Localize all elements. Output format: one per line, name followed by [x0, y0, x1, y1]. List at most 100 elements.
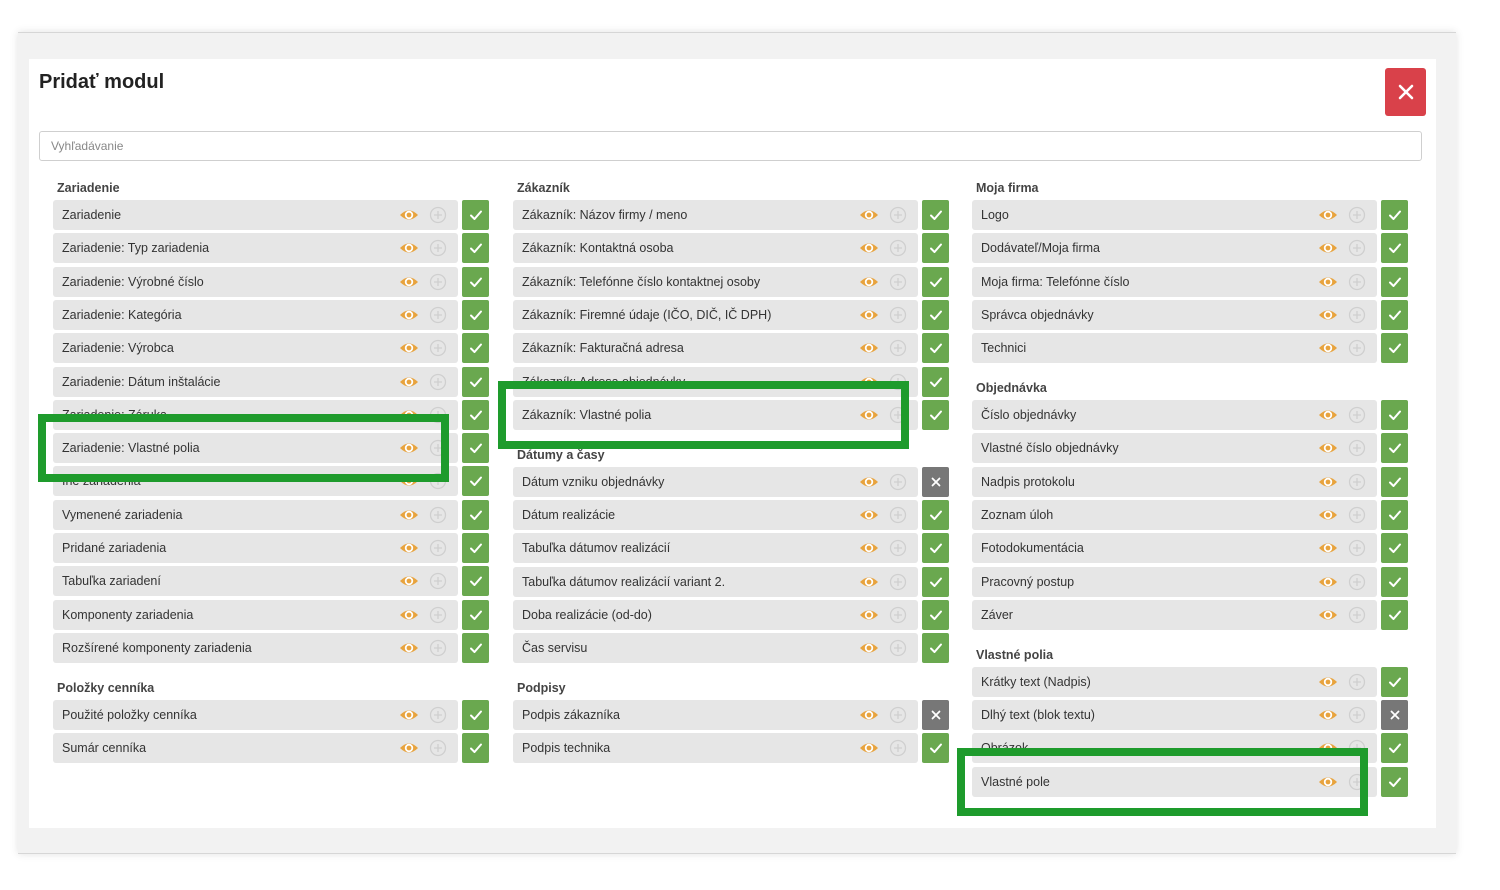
plus-circle-icon[interactable] [429, 739, 447, 757]
enabled-toggle[interactable] [1381, 333, 1408, 364]
module-row[interactable]: Zákazník: Vlastné polia [513, 399, 953, 430]
eye-icon[interactable] [859, 506, 879, 524]
enabled-toggle[interactable] [922, 399, 949, 430]
plus-circle-icon[interactable] [429, 539, 447, 557]
module-row[interactable]: Zoznam úloh [972, 499, 1412, 530]
module-row[interactable]: Zákazník: Názov firmy / meno [513, 200, 953, 230]
enabled-toggle[interactable] [462, 299, 489, 330]
disabled-toggle[interactable] [1381, 699, 1408, 730]
module-row[interactable]: Doba realizácie (od-do) [513, 599, 953, 630]
module-row[interactable]: Použité položky cenníka [53, 699, 493, 730]
eye-icon[interactable] [1318, 273, 1338, 291]
module-row[interactable]: Dodávateľ/Moja firma [972, 233, 1412, 264]
enabled-toggle[interactable] [922, 299, 949, 330]
enabled-toggle[interactable] [1381, 533, 1408, 564]
module-row[interactable]: Vlastné číslo objednávky [972, 433, 1412, 464]
eye-icon[interactable] [399, 206, 419, 224]
module-row[interactable]: Moja firma: Telefónne číslo [972, 266, 1412, 297]
eye-icon[interactable] [859, 306, 879, 324]
plus-circle-icon[interactable] [1348, 273, 1366, 291]
enabled-toggle[interactable] [922, 733, 949, 764]
plus-circle-icon[interactable] [1348, 439, 1366, 457]
plus-circle-icon[interactable] [429, 572, 447, 590]
enabled-toggle[interactable] [1381, 733, 1408, 764]
eye-icon[interactable] [1318, 406, 1338, 424]
plus-circle-icon[interactable] [1348, 506, 1366, 524]
eye-icon[interactable] [1318, 473, 1338, 491]
enabled-toggle[interactable] [462, 366, 489, 397]
enabled-toggle[interactable] [1381, 766, 1408, 797]
module-row[interactable]: Krátky text (Nadpis) [972, 666, 1412, 697]
eye-icon[interactable] [399, 373, 419, 391]
disabled-toggle[interactable] [922, 699, 949, 730]
enabled-toggle[interactable] [1381, 299, 1408, 330]
enabled-toggle[interactable] [462, 466, 489, 497]
plus-circle-icon[interactable] [889, 639, 907, 657]
eye-icon[interactable] [1318, 573, 1338, 591]
module-row[interactable]: Zariadenie: Výrobné číslo [53, 266, 493, 297]
enabled-toggle[interactable] [922, 266, 949, 297]
module-row[interactable]: Tabuľka zariadení [53, 566, 493, 597]
plus-circle-icon[interactable] [1348, 573, 1366, 591]
enabled-toggle[interactable] [1381, 233, 1408, 264]
plus-circle-icon[interactable] [1348, 306, 1366, 324]
eye-icon[interactable] [859, 639, 879, 657]
eye-icon[interactable] [1318, 773, 1338, 791]
enabled-toggle[interactable] [922, 200, 949, 230]
enabled-toggle[interactable] [462, 433, 489, 464]
enabled-toggle[interactable] [462, 632, 489, 663]
module-row[interactable]: Zariadenie: Vlastné polia [53, 433, 493, 464]
plus-circle-icon[interactable] [429, 373, 447, 391]
enabled-toggle[interactable] [1381, 666, 1408, 697]
module-row[interactable]: Dlhý text (blok textu) [972, 699, 1412, 730]
module-row[interactable]: Podpis technika [513, 733, 953, 764]
eye-icon[interactable] [399, 539, 419, 557]
enabled-toggle[interactable] [922, 599, 949, 630]
plus-circle-icon[interactable] [1348, 606, 1366, 624]
enabled-toggle[interactable] [1381, 200, 1408, 230]
module-row[interactable]: Pridané zariadenia [53, 533, 493, 563]
plus-circle-icon[interactable] [1348, 339, 1366, 357]
search-input[interactable] [39, 131, 1422, 161]
module-row[interactable]: Logo [972, 200, 1412, 230]
eye-icon[interactable] [399, 239, 419, 257]
enabled-toggle[interactable] [462, 499, 489, 530]
eye-icon[interactable] [859, 706, 879, 724]
eye-icon[interactable] [399, 606, 419, 624]
enabled-toggle[interactable] [462, 533, 489, 563]
module-row[interactable]: Zákazník: Telefónne číslo kontaktnej oso… [513, 266, 953, 297]
eye-icon[interactable] [399, 306, 419, 324]
enabled-toggle[interactable] [922, 633, 949, 664]
close-button[interactable] [1385, 68, 1426, 116]
enabled-toggle[interactable] [922, 333, 949, 364]
plus-circle-icon[interactable] [889, 739, 907, 757]
enabled-toggle[interactable] [462, 266, 489, 297]
plus-circle-icon[interactable] [1348, 239, 1366, 257]
module-row[interactable]: Nadpis protokolu [972, 466, 1412, 497]
module-row[interactable]: Zariadenie: Dátum inštalácie [53, 366, 493, 397]
enabled-toggle[interactable] [1381, 466, 1408, 497]
module-row[interactable]: Rozšírené komponenty zariadenia [53, 632, 493, 663]
plus-circle-icon[interactable] [889, 339, 907, 357]
module-row[interactable]: Zariadenie [53, 200, 493, 230]
module-row[interactable]: Tabuľka dátumov realizácií [513, 533, 953, 564]
plus-circle-icon[interactable] [889, 539, 907, 557]
enabled-toggle[interactable] [1381, 400, 1408, 430]
module-row[interactable]: Zariadenie: Výrobca [53, 333, 493, 364]
module-row[interactable]: Zákazník: Firemné údaje (IČO, DIČ, IČ DP… [513, 299, 953, 330]
plus-circle-icon[interactable] [429, 273, 447, 291]
eye-icon[interactable] [859, 473, 879, 491]
plus-circle-icon[interactable] [889, 473, 907, 491]
eye-icon[interactable] [859, 606, 879, 624]
plus-circle-icon[interactable] [429, 706, 447, 724]
eye-icon[interactable] [399, 639, 419, 657]
plus-circle-icon[interactable] [889, 239, 907, 257]
enabled-toggle[interactable] [462, 599, 489, 630]
eye-icon[interactable] [1318, 339, 1338, 357]
module-row[interactable]: Podpis zákazníka [513, 699, 953, 730]
enabled-toggle[interactable] [1381, 599, 1408, 630]
eye-icon[interactable] [399, 273, 419, 291]
eye-icon[interactable] [399, 506, 419, 524]
plus-circle-icon[interactable] [429, 506, 447, 524]
enabled-toggle[interactable] [922, 499, 949, 530]
